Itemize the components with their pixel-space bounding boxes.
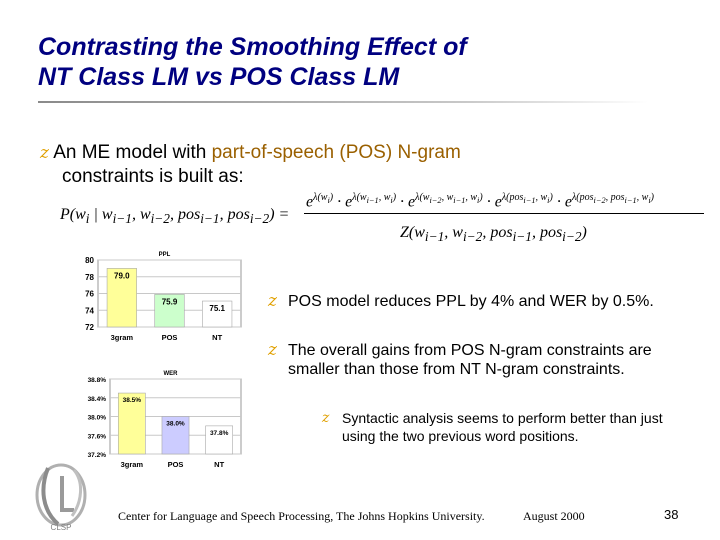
y-tick-label: 74 <box>85 306 94 315</box>
main-bullet-text-pre: An ME model with <box>53 142 212 163</box>
main-bullet: z An ME model with part-of-speech (POS) … <box>40 141 660 188</box>
right-bullet-1: z POS model reduces PPL by 4% and WER by… <box>268 292 668 311</box>
y-tick-label: 76 <box>85 290 94 299</box>
bar <box>117 392 146 455</box>
bar <box>154 294 185 328</box>
title-line-1: Contrasting the Smoothing Effect of <box>38 33 467 61</box>
y-tick-label: 37.2% <box>88 452 107 459</box>
y-tick-label: 38.8% <box>88 377 107 384</box>
x-tick-label: 3gram <box>111 333 134 342</box>
formula-den-open: Z(w <box>400 224 425 241</box>
formula-equals: = <box>278 206 290 223</box>
bullet-marker: z <box>322 410 330 426</box>
bar <box>205 425 234 455</box>
formula-denominator: Z(wi−1, wi−2, posi−1, posi−2) <box>400 224 587 245</box>
right-bullet-2-text: The overall gains from POS N-gram constr… <box>288 342 652 378</box>
data-label: 38.5% <box>123 397 142 404</box>
main-bullet-highlight: part-of-speech (POS) N-gram <box>211 142 461 163</box>
formula-numerator: eλ(wi) · eλ(wi−1, wi) · eλ(wi−2, wi−1, w… <box>306 192 654 211</box>
bullet-marker: z <box>40 143 49 163</box>
ppl-chart: 72 74 76 78 80 PPL 79.0 3gram 75.9 POS 75.1 NT <box>85 252 242 342</box>
x-tick-label: POS <box>162 333 178 342</box>
right-bullet-1-text: POS model reduces PPL by 4% and WER by 0… <box>288 293 654 310</box>
title-line-2: NT Class LM vs POS Class LM <box>38 63 400 91</box>
data-label: 75.1 <box>209 304 225 313</box>
fraction-bar <box>304 213 704 214</box>
bar <box>161 416 190 455</box>
chart-title: PPL <box>159 252 171 258</box>
x-tick-label: POS <box>168 460 184 469</box>
chart-title: WER <box>164 371 179 377</box>
footer-org: Center for Language and Speech Processin… <box>118 509 485 523</box>
y-tick-label: 37.6% <box>88 433 107 440</box>
bar <box>202 300 233 328</box>
footer-date: August 2000 <box>523 509 585 523</box>
x-tick-label: NT <box>212 333 222 342</box>
formula-lhs: P(wi | wi−1, wi−2, posi−1, posi−2) = <box>60 206 290 227</box>
sub-bullet-text: Syntactic analysis seems to perform bett… <box>342 410 663 444</box>
wer-chart: 37.2% 37.6% 38.0% 38.4% 38.8% WER 38.5% 3gram 38… <box>88 371 242 469</box>
y-tick-label: 38.0% <box>88 415 107 422</box>
bullet-marker: z <box>268 340 277 360</box>
y-tick-label: 80 <box>85 256 94 265</box>
data-label: 79.0 <box>114 271 130 280</box>
logo-text: CLSP <box>51 523 72 532</box>
x-tick-label: 3gram <box>121 460 144 469</box>
y-tick-label: 38.4% <box>88 396 107 403</box>
data-label: 37.8% <box>210 430 229 437</box>
data-label: 75.9 <box>162 297 178 306</box>
x-tick-label: NT <box>214 460 224 469</box>
data-label: 38.0% <box>166 421 185 428</box>
sub-bullet: z Syntactic analysis seems to perform be… <box>322 409 672 445</box>
bullet-marker: z <box>268 291 277 311</box>
y-tick-label: 72 <box>85 323 94 332</box>
page-number: 38 <box>664 507 679 522</box>
title-rule <box>38 101 648 103</box>
bar <box>106 268 137 328</box>
clsp-logo-icon: CLSP <box>28 458 94 532</box>
right-bullet-2: z The overall gains from POS N-gram cons… <box>268 341 668 379</box>
main-bullet-line-2: constraints is built as: <box>62 166 244 187</box>
slide-title: Contrasting the Smoothing Effect of NT C… <box>38 32 678 92</box>
me-model-formula: P(wi | wi−1, wi−2, posi−1, posi−2) = eλ(… <box>60 192 710 246</box>
y-tick-label: 78 <box>85 273 94 282</box>
formula-lhs-open: P(w <box>60 206 86 223</box>
